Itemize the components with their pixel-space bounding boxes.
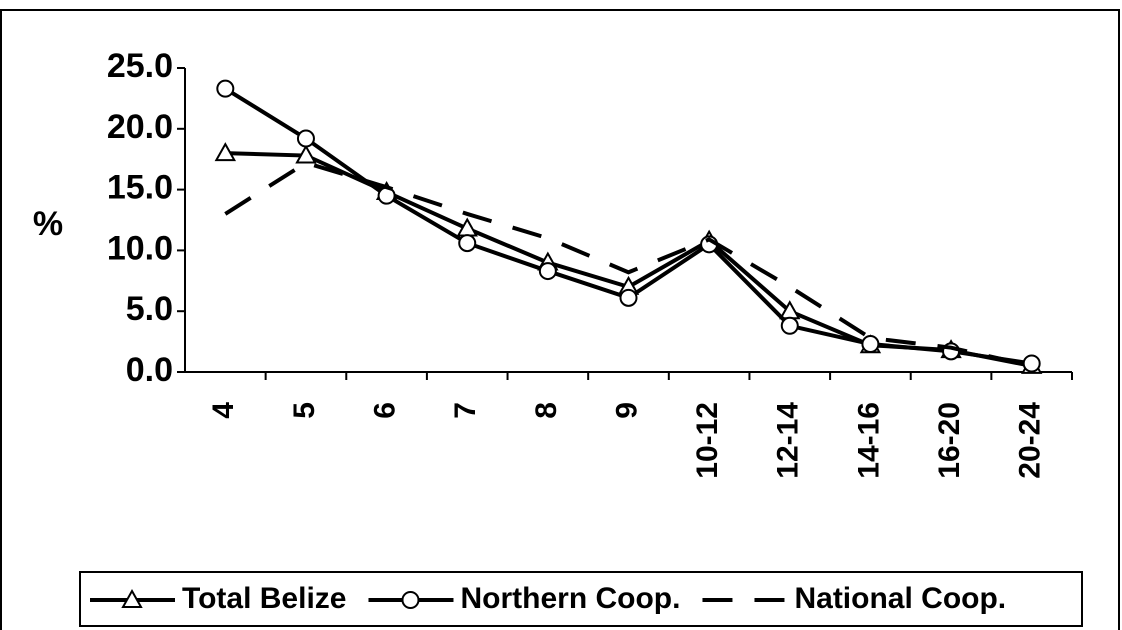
legend-label: National Coop. [794,582,1006,615]
marker-circle [861,335,880,354]
marker-circle [458,234,477,253]
y-tick-label: 5.0 [126,290,173,328]
marker-triangle [295,144,317,164]
x-tick-label: 9 [610,402,643,419]
x-tick-label: 7 [449,402,482,419]
y-tick-label: 15.0 [107,169,173,207]
legend-box [79,571,1083,627]
x-tick-label: 12-14 [772,402,805,479]
x-tick-label: 20-24 [1014,402,1047,479]
chart-frame [0,9,1120,630]
marker-circle [296,129,315,148]
legend-marker [121,588,143,608]
x-tick-label: 4 [207,402,240,419]
y-tick-label: 10.0 [107,229,173,267]
marker-circle [538,262,557,281]
y-tick-label: 25.0 [107,47,173,85]
marker-circle [619,288,638,307]
y-tick-label: 0.0 [126,351,173,389]
x-tick-label: 5 [288,402,321,419]
series-line [224,160,1033,368]
marker-circle [1022,354,1041,373]
y-tick-label: 20.0 [107,108,173,146]
marker-triangle [214,142,237,162]
x-tick-label: 14-16 [852,402,885,479]
marker-circle [216,79,235,98]
legend-label: Total Belize [182,582,346,615]
x-tick-label: 10-12 [691,402,724,479]
x-tick-label: 8 [530,402,563,419]
legend-marker [401,591,420,609]
x-tick-label: 6 [369,402,402,419]
legend-label: Northern Coop. [460,582,680,615]
y-axis-label: % [33,205,63,243]
marker-circle [780,316,799,335]
x-tick-label: 16-20 [933,402,966,479]
